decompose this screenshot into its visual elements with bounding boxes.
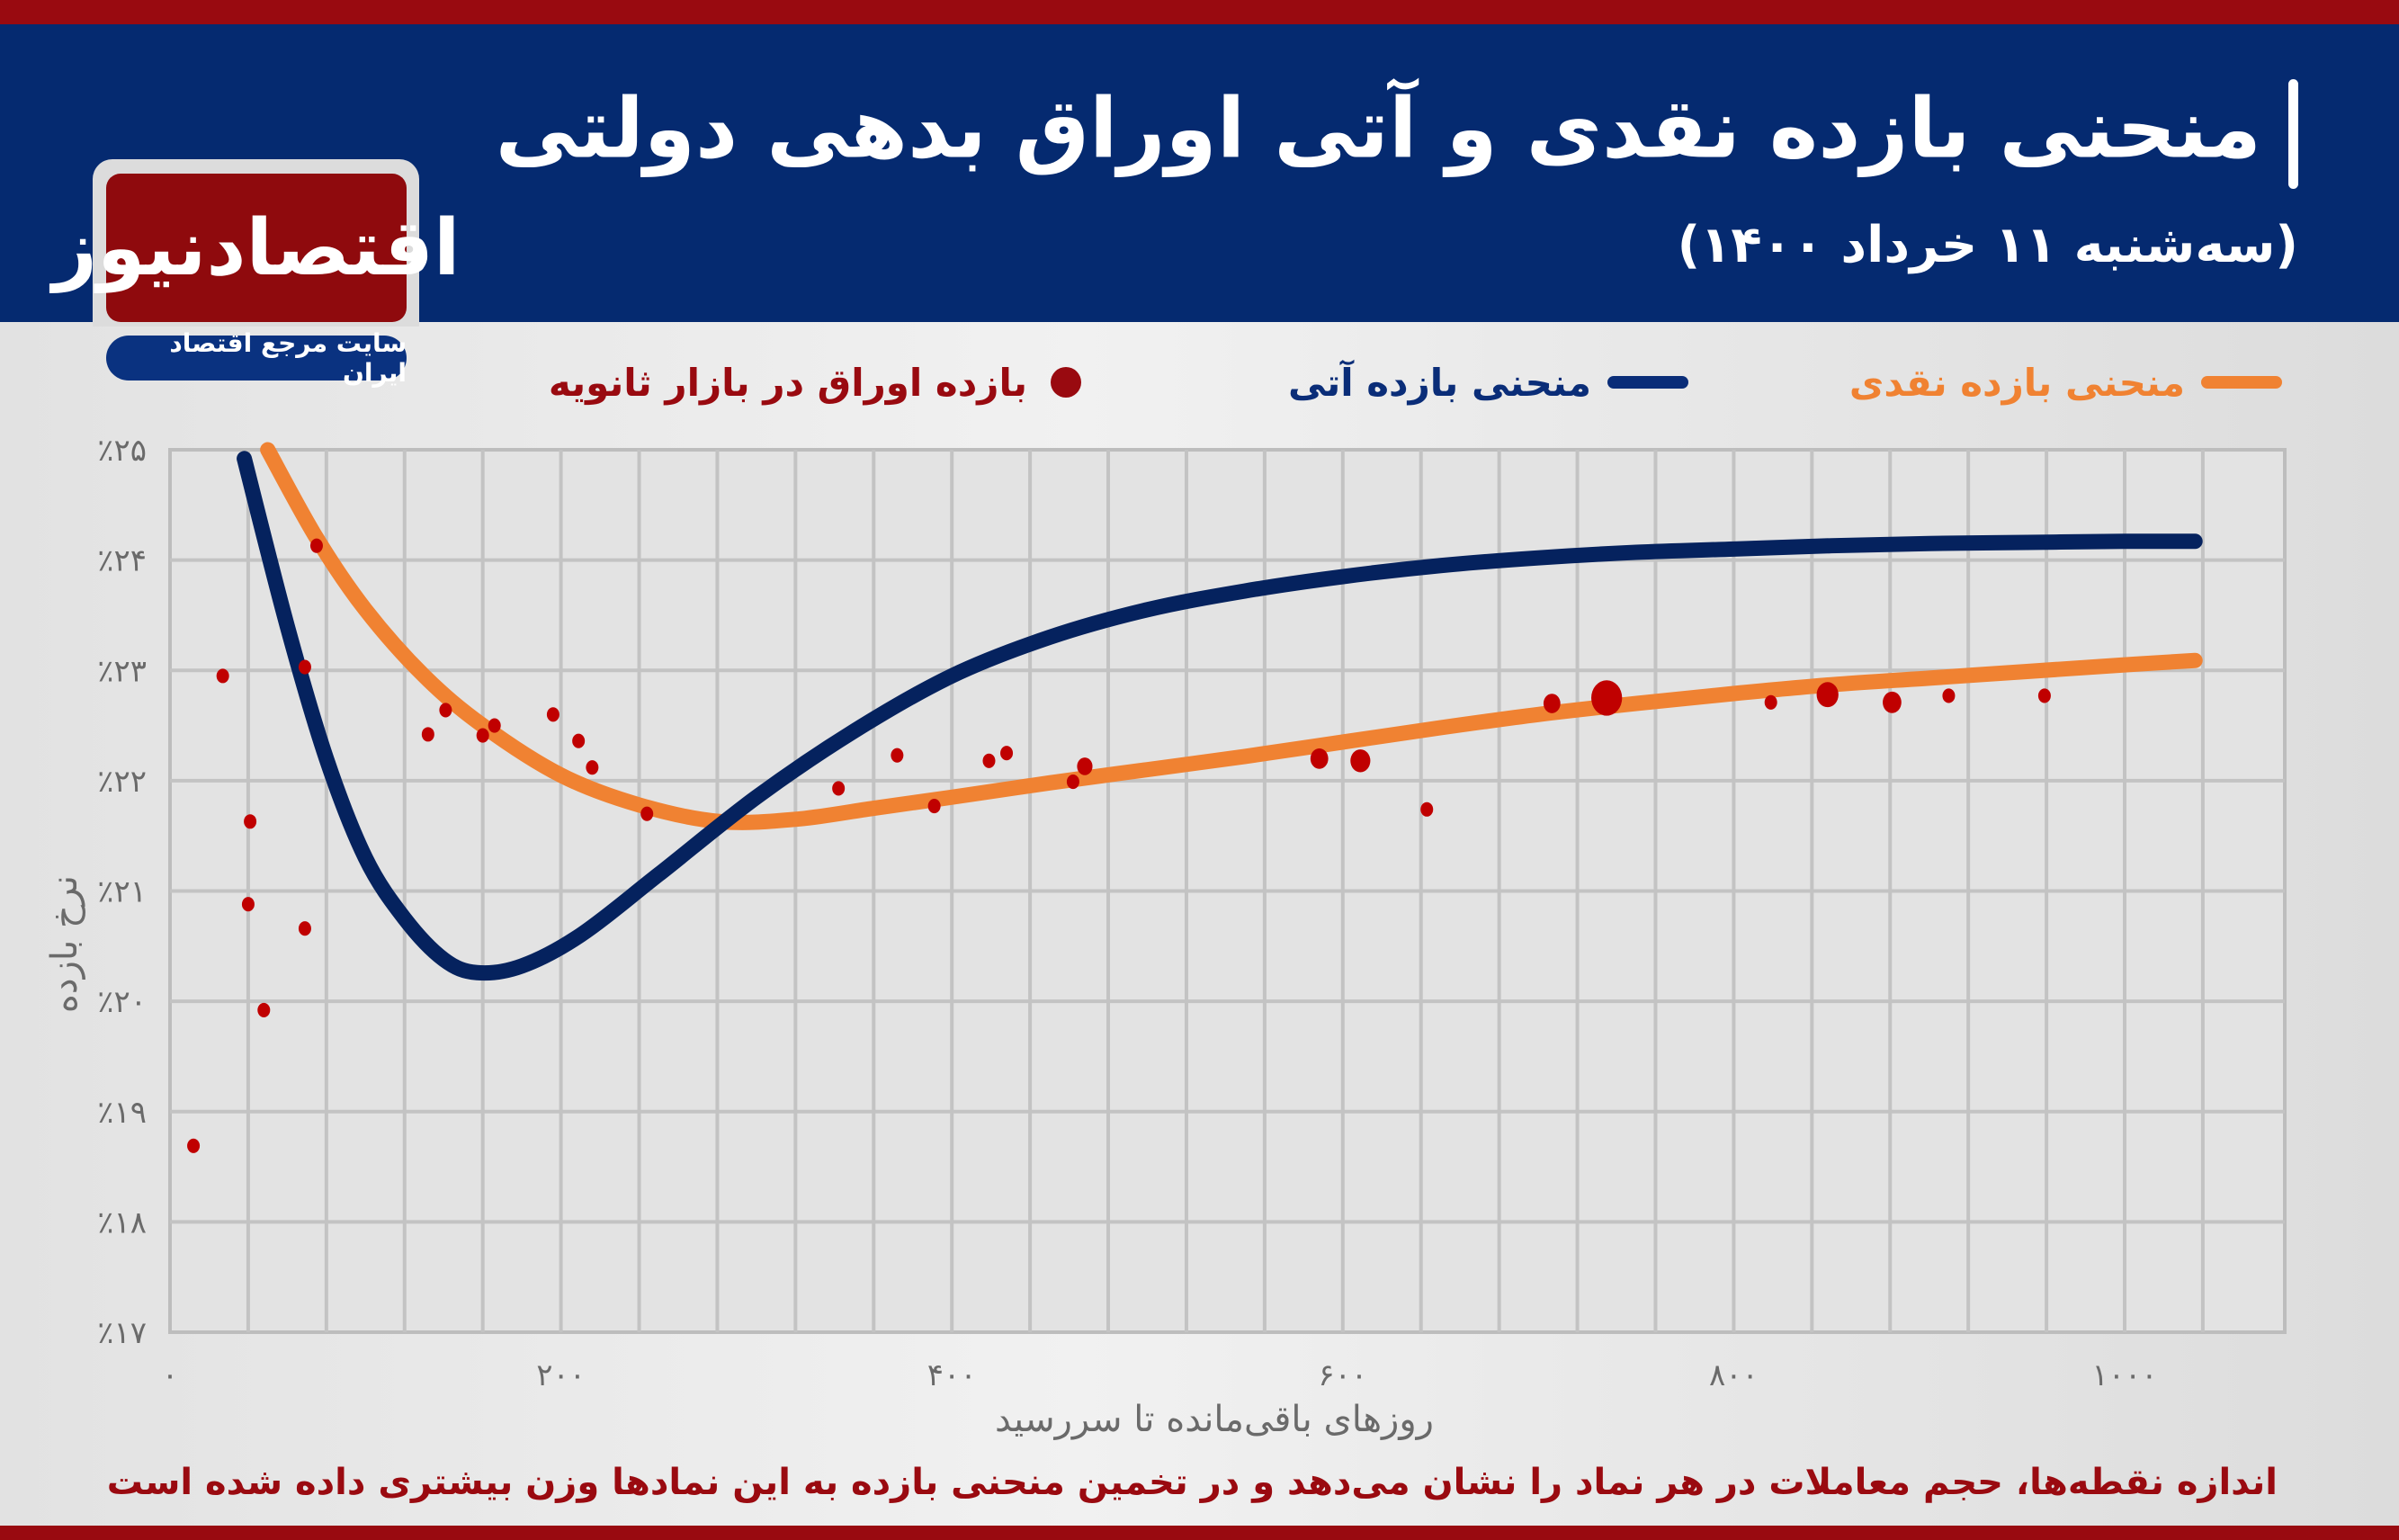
- legend-label-spot: منحنی بازده نقدی: [1848, 360, 2185, 405]
- data-point: [439, 703, 452, 718]
- data-point: [640, 806, 654, 821]
- data-point: [1000, 746, 1014, 761]
- data-point: [546, 707, 559, 722]
- navy-line-icon: [1607, 376, 1688, 389]
- y-tick-label: ٪۱۹: [97, 1095, 147, 1131]
- red-dot-icon: [1051, 367, 1081, 398]
- spot-yield-curve: [260, 442, 2203, 830]
- data-point: [982, 753, 996, 768]
- x-tick-label: ۱۰۰۰: [2091, 1357, 2157, 1393]
- data-point: [216, 668, 229, 684]
- legend-label-secondary-market: بازده اوراق در بازار ثانویه: [548, 360, 1027, 405]
- data-point: [1942, 688, 1956, 703]
- data-point: [572, 733, 586, 748]
- orange-line-icon: [2201, 376, 2282, 389]
- data-point: [832, 781, 846, 796]
- x-tick-label: ۴۰۰: [927, 1357, 977, 1393]
- y-axis-ticks: ٪۱۷ ٪۱۸ ٪۱۹ ٪۲۰ ٪۲۱ ٪۲۲ ٪۲۳ ٪۲۴ ٪۲۵: [97, 433, 147, 1351]
- y-tick-label: ٪۲۵: [97, 433, 147, 469]
- data-point: [488, 718, 501, 733]
- data-point: [476, 728, 489, 743]
- data-point: [298, 921, 311, 936]
- curves: [237, 442, 2203, 981]
- data-point: [891, 748, 904, 763]
- data-point: [1591, 680, 1623, 716]
- data-point: [1543, 694, 1561, 713]
- page-title: منحنی بازده نقدی و آتی اوراق بدهی دولتی: [496, 79, 2298, 189]
- data-point: [586, 760, 599, 775]
- y-tick-label: ٪۲۱: [97, 874, 147, 910]
- y-axis-title: نرخ بازده: [44, 875, 85, 1014]
- bottom-stripe: [0, 1526, 2399, 1540]
- data-point: [241, 897, 255, 912]
- data-point: [1420, 801, 1434, 817]
- y-tick-label: ٪۲۳: [97, 653, 147, 689]
- data-point: [2037, 688, 2051, 703]
- x-tick-label: ۰: [162, 1357, 178, 1393]
- top-stripe: [0, 0, 2399, 24]
- y-tick-label: ٪۲۰: [97, 984, 147, 1020]
- data-point: [1066, 774, 1079, 790]
- data-point: [1077, 757, 1093, 775]
- logo: اقتصادنیوز: [53, 174, 460, 322]
- data-point: [298, 659, 311, 675]
- legend-item-secondary-market: بازده اوراق در بازار ثانویه: [549, 355, 1081, 409]
- futures-yield-curve: [237, 451, 2203, 981]
- legend-item-futures: منحنی بازده آتی: [1288, 355, 1688, 409]
- data-point: [187, 1138, 201, 1153]
- legend-item-spot: منحنی بازده نقدی: [1849, 355, 2282, 409]
- title-text: منحنی بازده نقدی و آتی اوراق بدهی دولتی: [495, 80, 2261, 177]
- x-tick-label: ۶۰۰: [1318, 1357, 1367, 1393]
- data-point: [927, 799, 941, 814]
- gridlines: [170, 450, 2285, 1332]
- x-tick-label: ۸۰۰: [1709, 1357, 1759, 1393]
- x-axis-title: روزهای باقی‌مانده تا سررسید: [995, 1399, 1434, 1440]
- x-tick-label: ۲۰۰: [536, 1357, 586, 1393]
- title-bar-decoration: [2288, 79, 2298, 189]
- data-point: [1764, 694, 1777, 710]
- y-tick-label: ٪۱۷: [97, 1315, 147, 1351]
- legend-label-futures: منحنی بازده آتی: [1287, 360, 1591, 405]
- data-point: [421, 727, 434, 742]
- data-point: [309, 538, 323, 553]
- x-axis-ticks: ۰ ۲۰۰ ۴۰۰ ۶۰۰ ۸۰۰ ۱۰۰۰: [162, 1357, 2158, 1393]
- secondary-market-dots: [187, 538, 2051, 1153]
- page-subtitle-date: (سه‌شنبه ۱۱ خرداد ۱۴۰۰): [1677, 216, 2298, 274]
- y-tick-label: ٪۲۲: [97, 764, 147, 800]
- data-point: [244, 814, 257, 829]
- data-point: [257, 1002, 271, 1017]
- data-point: [1883, 691, 1902, 713]
- y-tick-label: ٪۲۴: [97, 543, 147, 579]
- footnote: اندازه نقطه‌ها، حجم معاملات در هر نماد ر…: [106, 1462, 2278, 1503]
- y-tick-label: ٪۱۸: [97, 1204, 147, 1240]
- data-point: [1350, 749, 1371, 773]
- data-point: [1816, 682, 1839, 708]
- data-point: [1310, 748, 1329, 769]
